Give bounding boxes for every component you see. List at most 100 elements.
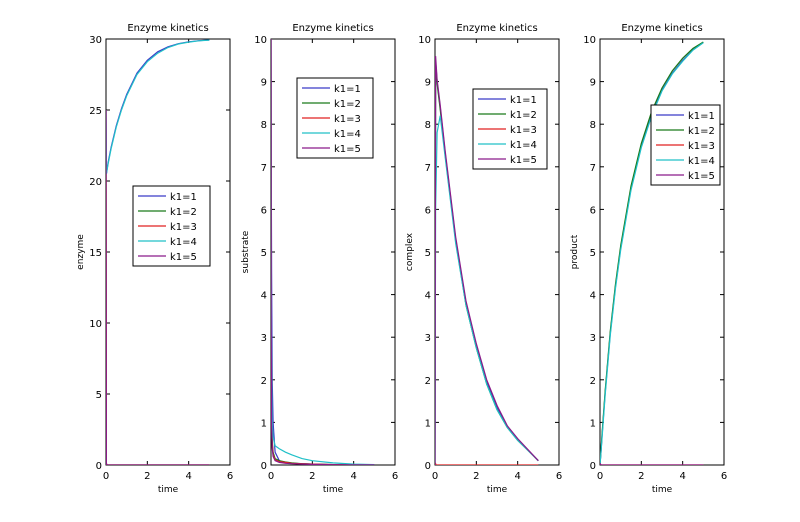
legend-label: k1=4 — [170, 237, 197, 248]
x-tick-label: 0 — [597, 471, 603, 482]
legend-label: k1=5 — [170, 252, 197, 263]
legend-label: k1=3 — [688, 141, 715, 152]
x-tick-label: 6 — [721, 471, 727, 482]
y-tick-label: 7 — [425, 163, 431, 174]
y-tick-label: 0 — [261, 461, 267, 472]
y-tick-label: 9 — [425, 78, 431, 89]
legend-label: k1=1 — [688, 111, 715, 122]
y-tick-label: 3 — [590, 333, 596, 344]
legend-label: k1=1 — [170, 192, 197, 203]
x-tick-label: 0 — [103, 471, 109, 482]
legend-label: k1=4 — [334, 129, 361, 140]
legend-label: k1=4 — [510, 140, 537, 151]
y-tick-label: 7 — [261, 163, 267, 174]
y-tick-label: 4 — [261, 291, 267, 302]
series-line-k1=4 — [600, 42, 704, 465]
x-tick-label: 6 — [392, 471, 398, 482]
y-tick-label: 0 — [96, 461, 102, 472]
legend: k1=1 k1=2 k1=3 k1=4 k1=5 — [472, 88, 548, 170]
y-tick-label: 2 — [425, 376, 431, 387]
y-tick-label: 6 — [425, 205, 431, 216]
x-axis-label: time — [652, 485, 673, 495]
axes-3: 0 1 2 3 4 5 6 7 8 9 10 0 2 4 6 Enzyme kinetics time compl… — [405, 23, 562, 495]
legend-label: k1=2 — [510, 110, 537, 121]
y-tick-label: 8 — [261, 120, 267, 131]
y-tick-label: 20 — [89, 177, 102, 188]
y-tick-label: 2 — [590, 376, 596, 387]
y-tick-label: 5 — [590, 248, 596, 259]
x-tick-label: 4 — [350, 471, 356, 482]
y-tick-label: 9 — [590, 78, 596, 89]
x-tick-label: 0 — [432, 471, 438, 482]
y-tick-label: 25 — [89, 106, 102, 117]
y-axis-label: product — [570, 234, 580, 269]
axes-1: 0 5 10 15 20 25 30 0 2 4 6 Enzyme kinetics time enzym… — [76, 23, 233, 495]
plot-area — [599, 38, 725, 466]
y-tick-label: 8 — [590, 120, 596, 131]
chart-title: Enzyme kinetics — [621, 23, 702, 34]
y-tick-label: 0 — [425, 461, 431, 472]
y-tick-label: 15 — [89, 248, 102, 259]
y-tick-label: 5 — [425, 248, 431, 259]
y-tick-label: 10 — [254, 35, 267, 46]
y-tick-label: 2 — [261, 376, 267, 387]
x-tick-label: 2 — [309, 471, 315, 482]
legend-label: k1=4 — [688, 156, 715, 167]
y-tick-label: 0 — [590, 461, 596, 472]
legend-label: k1=3 — [510, 125, 537, 136]
series-line-k1=4 — [435, 115, 539, 465]
series-group — [600, 41, 704, 465]
x-tick-label: 4 — [514, 471, 520, 482]
y-tick-label: 4 — [590, 291, 596, 302]
legend-label: k1=3 — [170, 222, 197, 233]
y-tick-label: 7 — [590, 163, 596, 174]
y-tick-label: 1 — [261, 418, 267, 429]
chart-title: Enzyme kinetics — [456, 23, 537, 34]
x-tick-label: 6 — [227, 471, 233, 482]
legend-label: k1=5 — [334, 144, 361, 155]
legend-label: k1=1 — [510, 95, 537, 106]
x-tick-label: 0 — [268, 471, 274, 482]
series-line-k1=5 — [271, 39, 375, 465]
y-axis-label: complex — [405, 232, 415, 271]
series-line-k1=5 — [106, 109, 210, 465]
y-tick-label: 3 — [261, 333, 267, 344]
legend-label: k1=2 — [334, 99, 361, 110]
y-tick-label: 4 — [425, 291, 431, 302]
legend-label: k1=5 — [688, 171, 715, 182]
y-tick-label: 10 — [418, 35, 431, 46]
y-tick-label: 1 — [590, 418, 596, 429]
series-group — [271, 39, 375, 465]
y-tick-label: 3 — [425, 333, 431, 344]
axes-4: 0 1 2 3 4 5 6 7 8 9 10 0 2 4 6 Enzyme kinetics time produ… — [570, 23, 727, 495]
legend-label: k1=2 — [688, 126, 715, 137]
y-tick-label: 10 — [583, 35, 596, 46]
legend-label: k1=2 — [170, 207, 197, 218]
series-line-k1=4 — [106, 39, 210, 175]
y-tick-label: 30 — [89, 35, 102, 46]
x-tick-label: 6 — [556, 471, 562, 482]
axes-2: 0 1 2 3 4 5 6 7 8 9 10 0 2 4 6 Enzyme kinetics time subst… — [241, 23, 398, 495]
legend: k1=1 k1=2 k1=3 k1=4 k1=5 — [650, 104, 721, 186]
x-axis-label: time — [487, 485, 508, 495]
y-axis-label: substrate — [241, 230, 251, 273]
legend-label: k1=5 — [510, 155, 537, 166]
x-axis-label: time — [158, 485, 179, 495]
y-tick-label: 5 — [261, 248, 267, 259]
legend: k1=1 k1=2 k1=3 k1=4 k1=5 — [132, 185, 211, 267]
x-tick-label: 2 — [144, 471, 150, 482]
y-tick-label: 5 — [96, 390, 102, 401]
x-tick-label: 2 — [638, 471, 644, 482]
legend-label: k1=1 — [334, 84, 361, 95]
chart-title: Enzyme kinetics — [127, 23, 208, 34]
y-tick-label: 9 — [261, 78, 267, 89]
legend: k1=1 k1=2 k1=3 k1=4 k1=5 — [296, 77, 374, 159]
series-group — [435, 55, 539, 465]
y-axis-label: enzyme — [76, 234, 86, 270]
y-tick-label: 8 — [425, 120, 431, 131]
x-axis-label: time — [323, 485, 344, 495]
series-line-k1=5 — [600, 462, 704, 465]
y-tick-label: 6 — [590, 205, 596, 216]
x-tick-label: 4 — [679, 471, 685, 482]
